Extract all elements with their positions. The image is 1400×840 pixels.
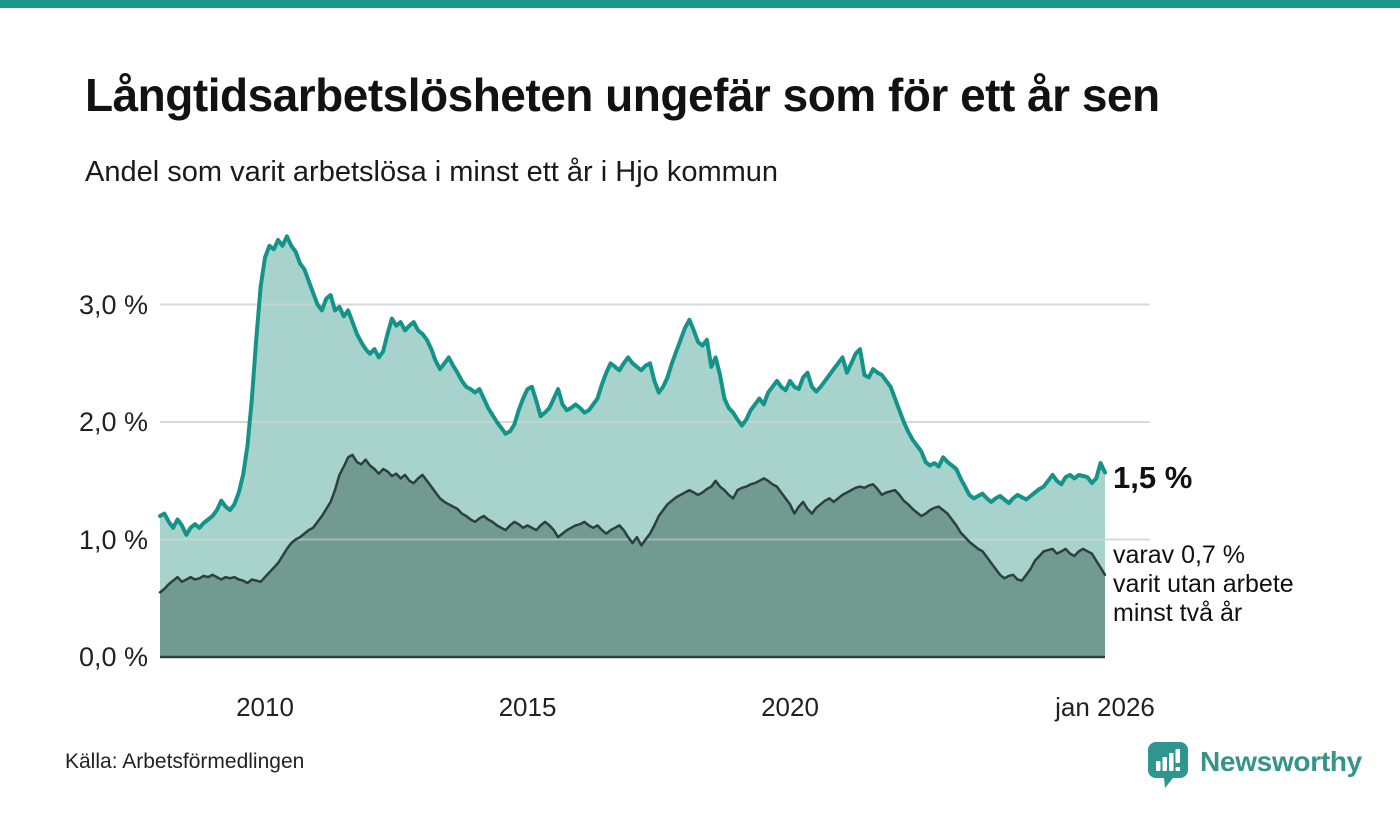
- chart-title: Långtidsarbetslösheten ungefär som för e…: [85, 69, 1160, 121]
- y-axis-tick-label: 1,0 %: [78, 524, 148, 555]
- x-axis-tick-label: 2010: [236, 692, 294, 722]
- x-axis-tick-label: jan 2026: [1055, 692, 1155, 722]
- source-attribution: Källa: Arbetsförmedlingen: [65, 750, 305, 773]
- note-line-3: minst två år: [1113, 599, 1243, 627]
- chart-subtitle: Andel som varit arbetslösa i minst ett å…: [85, 156, 779, 188]
- x-axis-tick-label: 2020: [761, 692, 819, 722]
- area-fill-series-2: [160, 454, 1105, 657]
- newsworthy-logo-icon: [1148, 742, 1188, 788]
- brand-name: Newsworthy: [1200, 746, 1362, 777]
- note-line-1: varav 0,7 %: [1113, 541, 1246, 569]
- brand-top-bar: [0, 0, 1400, 8]
- latest-value-label: 1,5 %: [1113, 460, 1193, 495]
- y-axis-tick-label: 2,0 %: [78, 407, 148, 437]
- y-axis-tick-label: 3,0 %: [78, 289, 148, 320]
- brand-lockup: Newsworthy: [1148, 742, 1362, 790]
- y-axis-tick-label: 0,0 %: [78, 642, 148, 672]
- note-line-2: varit utan arbete: [1113, 570, 1294, 598]
- secondary-series-note: varav 0,7 % varit utan arbete minst två …: [1113, 541, 1294, 628]
- line-series-1: [158, 234, 1107, 537]
- x-axis-tick-label: 2015: [498, 692, 557, 722]
- line-series-2: [158, 453, 1107, 594]
